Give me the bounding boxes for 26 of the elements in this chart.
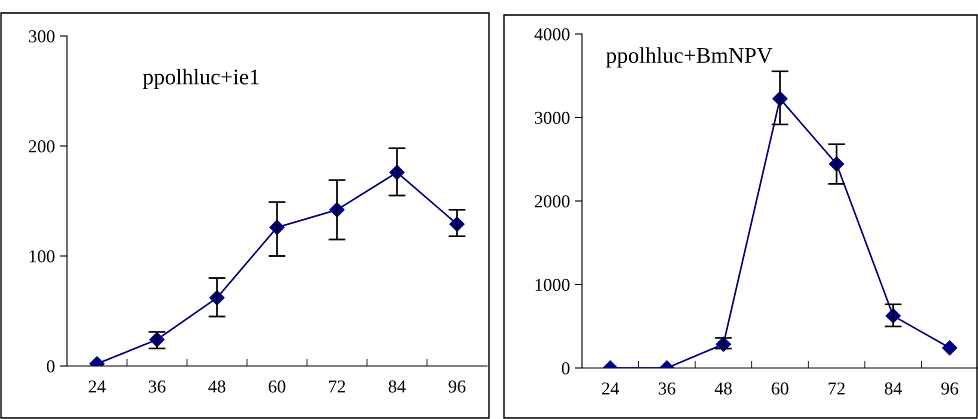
x-tick-label: 48 [208, 380, 226, 393]
x-tick-label: 60 [772, 382, 788, 395]
x-tick-label: 48 [714, 382, 732, 395]
y-tick-label: 2000 [534, 195, 570, 208]
y-tick-label: 300 [28, 30, 55, 42]
y-tick-label: 200 [28, 140, 55, 152]
y-tick-label: 100 [30, 250, 55, 262]
x-tick-label: 84 [884, 382, 902, 395]
x-tick-label: 84 [388, 380, 406, 393]
y-tick-label: 3000 [534, 112, 570, 124]
y-tick-label: 4000 [534, 28, 570, 40]
x-tick-label: 60 [268, 380, 286, 393]
x-tick-label: 24 [602, 382, 620, 394]
text: ppolhluc+BmNPV [606, 47, 772, 68]
x-tick-label: 24 [88, 380, 106, 392]
x-tick-label: 72 [828, 382, 845, 394]
x-tick-label: 36 [658, 382, 676, 395]
x-tick-label: 36 [148, 380, 166, 393]
y-tick-label: 0 [562, 362, 570, 374]
y-tick-label: 0 [46, 360, 55, 372]
point [942, 340, 958, 356]
y-tick-label: 1000 [536, 278, 570, 291]
text: ppolhluc+ie1 [142, 68, 259, 89]
x-tick-label: 72 [329, 380, 346, 392]
x-tick-label: 96 [941, 382, 958, 395]
x-tick-label: 96 [448, 380, 466, 393]
